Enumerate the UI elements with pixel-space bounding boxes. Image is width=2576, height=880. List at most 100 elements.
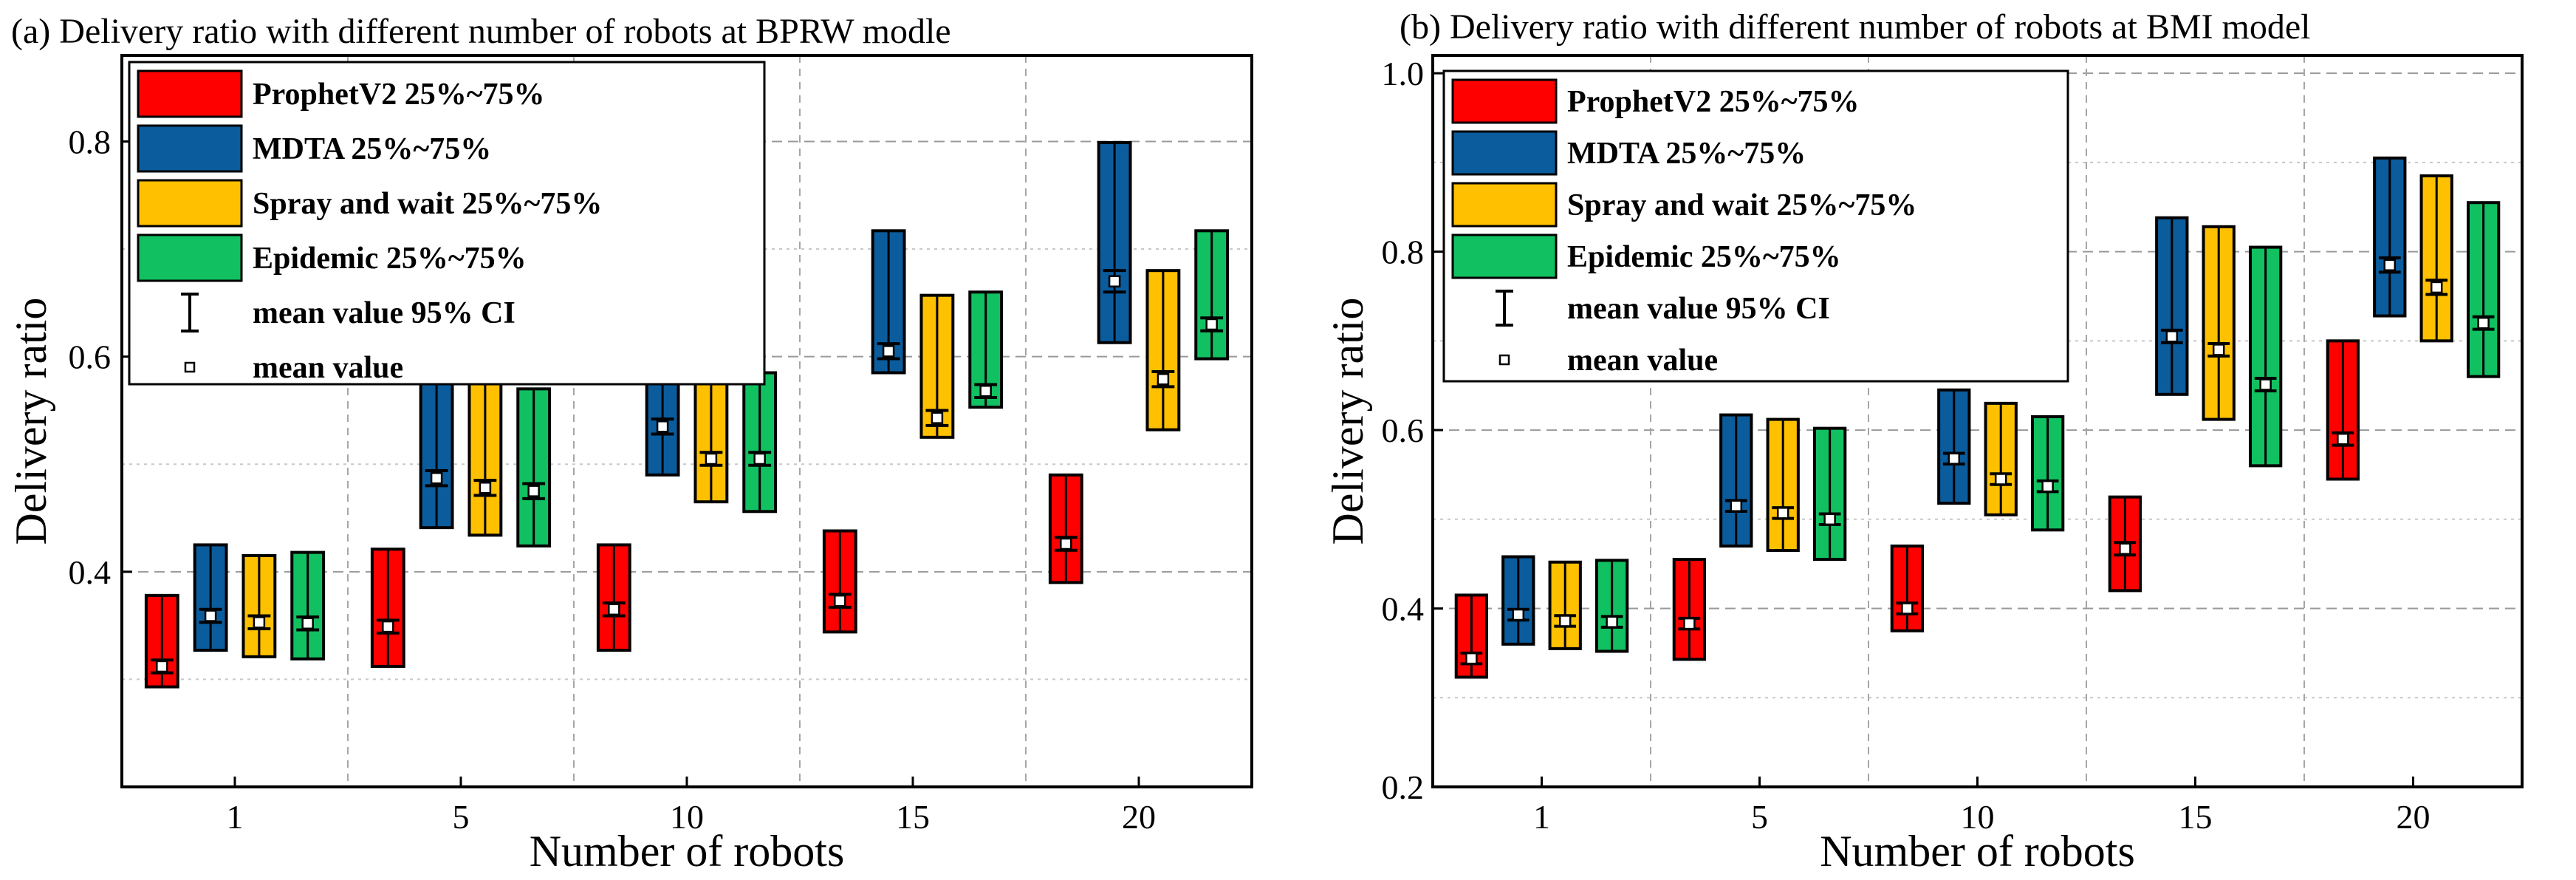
legend-label: Spray and wait 25%~75% xyxy=(253,187,602,221)
mean-marker xyxy=(1994,473,2007,485)
chart-title: (b) Delivery ratio with different number… xyxy=(1400,7,2310,47)
mean-marker xyxy=(1730,499,1743,512)
box-mdta-1 xyxy=(193,543,228,652)
box-prophetv2-10 xyxy=(1890,545,1925,632)
x-tick-label: 5 xyxy=(453,798,470,836)
box-epidemic-20 xyxy=(2466,201,2501,378)
box-mdta-15 xyxy=(871,229,906,375)
x-axis-label: Number of robots xyxy=(530,827,845,876)
legend-mean-marker xyxy=(184,361,196,373)
mean-marker xyxy=(931,412,944,424)
legend-label: mean value 95% CI xyxy=(1567,292,1830,326)
legend-label: Epidemic 25%~75% xyxy=(253,242,527,276)
mean-marker xyxy=(1060,537,1072,550)
mean-marker xyxy=(1606,615,1618,628)
box-spray-and-wait-20 xyxy=(1145,269,1181,432)
mean-marker xyxy=(753,452,766,465)
legend-item: MDTA 25%~75% xyxy=(1451,130,1806,176)
mean-marker xyxy=(2165,330,2179,343)
box-epidemic-20 xyxy=(1194,229,1230,361)
legend-swatch xyxy=(137,69,243,118)
legend-swatch xyxy=(1451,78,1558,124)
mean-marker xyxy=(1157,372,1170,386)
box-mdta-15 xyxy=(2155,216,2189,396)
box-prophetv2-1 xyxy=(144,593,179,689)
mean-marker xyxy=(2383,259,2397,271)
box-spray-and-wait-1 xyxy=(1548,560,1582,650)
mean-marker xyxy=(2119,542,2131,555)
box-prophetv2-20 xyxy=(2326,339,2360,481)
legend: ProphetV2 25%~75% MDTA 25%~75% Spray and w… xyxy=(128,61,766,386)
legend-item: ProphetV2 25%~75% xyxy=(1451,78,1860,124)
box-prophetv2-15 xyxy=(2108,495,2142,593)
mean-marker xyxy=(2337,432,2349,446)
box-epidemic-1 xyxy=(290,550,326,661)
mean-marker xyxy=(1108,275,1121,287)
legend-label: Spray and wait 25%~75% xyxy=(1567,188,1916,222)
legend-label: MDTA 25%~75% xyxy=(253,132,491,166)
box-prophetv2-5 xyxy=(370,548,405,668)
x-tick-label: 10 xyxy=(1961,798,1995,836)
box-spray-and-wait-10 xyxy=(1984,401,2018,516)
box-epidemic-1 xyxy=(1594,559,1629,653)
box-spray-and-wait-15 xyxy=(919,293,955,439)
y-axis-label: Delivery ratio xyxy=(1323,298,1372,545)
legend-item: mean value 95% CI xyxy=(1496,290,1830,327)
mean-marker xyxy=(1948,452,1961,465)
x-tick-label: 10 xyxy=(670,798,704,836)
box-mdta-5 xyxy=(1719,413,1753,548)
legend-label: ProphetV2 25%~75% xyxy=(1567,85,1860,119)
box-mdta-1 xyxy=(1501,555,1535,646)
legend-label: ProphetV2 25%~75% xyxy=(253,78,545,112)
mean-marker xyxy=(382,620,394,633)
legend-item: mean value 95% CI xyxy=(181,293,515,332)
box-prophetv2-15 xyxy=(822,529,857,634)
box-epidemic-15 xyxy=(968,290,1004,409)
mean-marker xyxy=(979,384,992,398)
y-tick-label: 0.2 xyxy=(1382,768,1425,806)
x-tick-label: 15 xyxy=(896,798,930,836)
legend-swatch xyxy=(137,124,243,173)
y-tick-label: 0.6 xyxy=(1382,412,1425,449)
box-marks xyxy=(144,140,1230,689)
box-spray-and-wait-15 xyxy=(2202,225,2236,421)
legend-item: Epidemic 25%~75% xyxy=(137,233,527,282)
y-tick-label: 1.0 xyxy=(1382,55,1425,92)
x-tick-label: 1 xyxy=(227,798,244,836)
mean-marker xyxy=(608,603,620,616)
mean-marker xyxy=(1205,318,1218,331)
box-mdta-10 xyxy=(1937,388,1971,505)
y-tick-label: 0.4 xyxy=(69,553,112,591)
mean-marker xyxy=(2477,316,2490,330)
panel-a: 0.40.60.81 5 10 15 20(a) Delivery ratio with… xyxy=(7,12,1253,876)
box-epidemic-5 xyxy=(1812,426,1847,562)
mean-marker xyxy=(1823,513,1836,526)
y-ticks: 0.2 0.4 0.6 0.8 1.0 xyxy=(1382,55,1443,806)
legend-item: ProphetV2 25%~75% xyxy=(137,69,545,118)
mean-marker xyxy=(882,345,895,358)
legend-label: Epidemic 25%~75% xyxy=(1567,240,1841,274)
y-tick-label: 0.8 xyxy=(69,123,112,160)
legend-item: MDTA 25%~75% xyxy=(137,124,491,173)
legend-swatch xyxy=(137,233,243,282)
mean-marker xyxy=(204,610,217,622)
box-prophetv2-10 xyxy=(596,543,631,652)
mean-marker xyxy=(253,616,266,629)
box-spray-and-wait-1 xyxy=(242,553,277,658)
mean-marker xyxy=(1558,615,1572,627)
legend-mean-marker xyxy=(1498,354,1510,366)
x-tick-label: 20 xyxy=(2397,798,2431,836)
box-prophetv2-5 xyxy=(1672,558,1707,661)
box-mdta-5 xyxy=(419,364,454,530)
legend-swatch xyxy=(137,179,243,228)
mean-marker xyxy=(1512,608,1525,621)
legend: ProphetV2 25%~75% MDTA 25%~75% Spray and w… xyxy=(1442,69,2069,383)
legend-label: mean value 95% CI xyxy=(253,296,515,330)
box-spray-and-wait-5 xyxy=(1766,417,1800,553)
legend-swatch xyxy=(1451,130,1558,176)
box-prophetv2-1 xyxy=(1454,593,1489,679)
legend-label: mean value xyxy=(1567,344,1718,378)
mean-marker xyxy=(1465,652,1478,665)
x-tick-label: 20 xyxy=(1122,798,1156,836)
box-prophetv2-20 xyxy=(1048,473,1083,584)
